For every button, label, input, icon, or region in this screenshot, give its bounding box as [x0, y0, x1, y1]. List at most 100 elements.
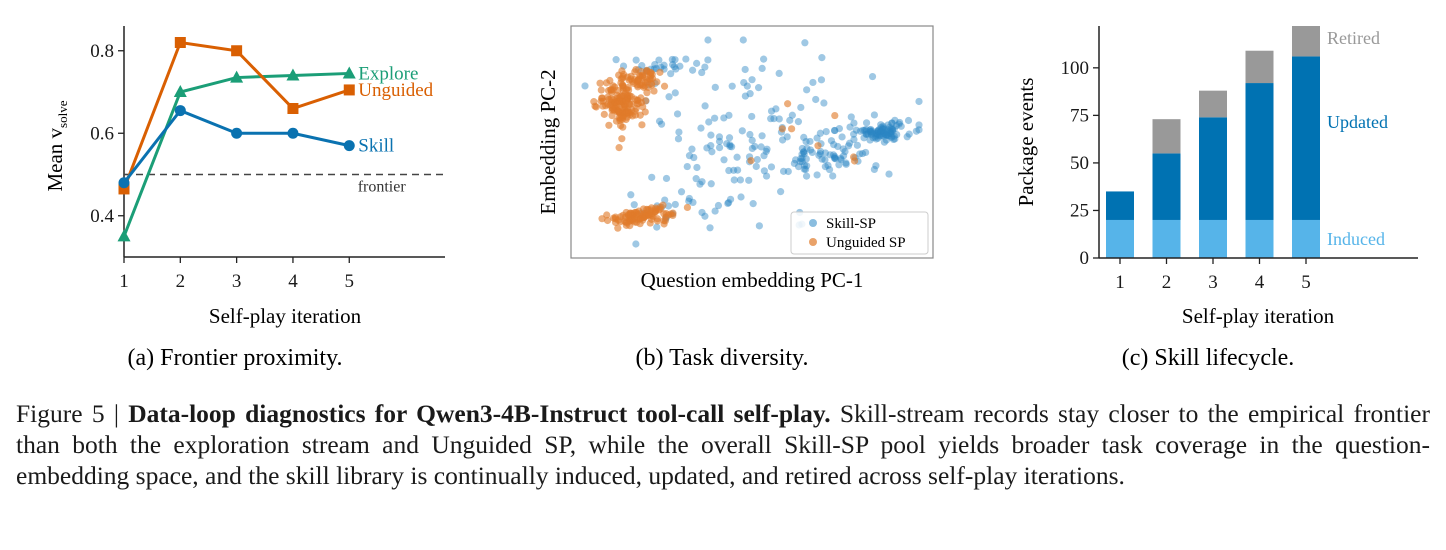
point-skill-sp — [802, 155, 810, 163]
point-skill-sp — [775, 69, 783, 78]
point-skill-sp — [689, 198, 697, 207]
point-unguided-sp — [650, 87, 658, 95]
point-skill-sp — [800, 150, 808, 158]
point-skill-sp — [767, 107, 776, 115]
marker-skill — [343, 140, 355, 152]
point-skill-sp — [671, 89, 679, 97]
point-skill-sp — [693, 59, 701, 67]
point-skill-sp — [698, 68, 706, 77]
point-skill-sp — [762, 172, 771, 180]
caption-label: Figure 5 | — [16, 399, 129, 428]
bar-segment-retired — [1292, 26, 1320, 57]
point-skill-sp — [734, 166, 742, 174]
point-skill-sp — [746, 130, 754, 139]
point-skill-sp — [803, 162, 811, 170]
x-axis-label: Self-play iteration — [1182, 304, 1335, 328]
x-tick-label: 5 — [1301, 272, 1311, 293]
point-skill-sp — [754, 84, 763, 92]
panel-c-stacked-bar: Package events Self-play iteration (c) S… — [1014, 26, 1418, 371]
point-skill-sp — [830, 126, 839, 135]
y-axis-label-main: Mean v — [43, 127, 67, 191]
point-skill-sp — [869, 129, 877, 137]
point-skill-sp — [884, 126, 892, 134]
subcaption-c: (c) Skill lifecycle. — [1122, 345, 1295, 371]
point-skill-sp — [915, 126, 923, 134]
point-skill-sp — [638, 62, 646, 70]
plot-frame — [570, 25, 934, 259]
point-unguided-sp — [617, 213, 625, 221]
point-skill-sp — [822, 127, 830, 136]
point-skill-sp — [715, 143, 724, 152]
legend-label-unguided-sp: Unguided SP — [826, 235, 906, 251]
point-unguided-sp — [602, 102, 610, 110]
point-unguided-sp — [645, 211, 653, 219]
point-skill-sp — [760, 152, 768, 160]
x-tick-label: 3 — [232, 271, 242, 292]
point-skill-sp — [802, 172, 811, 180]
point-skill-sp — [877, 127, 885, 136]
point-skill-sp — [862, 119, 871, 127]
legend-label-skill-sp: Skill-SP — [826, 216, 876, 232]
point-skill-sp — [896, 118, 904, 127]
marker-skill — [118, 177, 130, 189]
point-skill-sp — [660, 61, 668, 69]
point-skill-sp — [728, 143, 736, 151]
point-skill-sp — [813, 134, 821, 142]
y-tick-label: 50 — [1070, 153, 1089, 174]
point-skill-sp — [841, 147, 849, 156]
x-axis-label: Question embedding PC-1 — [641, 268, 864, 292]
point-unguided-sp — [624, 83, 632, 92]
point-skill-sp — [885, 123, 894, 131]
point-skill-sp — [720, 114, 728, 122]
point-skill-sp — [890, 125, 898, 133]
point-skill-sp — [755, 222, 763, 230]
point-skill-sp — [867, 130, 876, 138]
point-skill-sp — [708, 148, 716, 156]
point-unguided-sp — [784, 100, 792, 108]
point-unguided-sp — [623, 92, 631, 100]
point-skill-sp — [888, 119, 896, 127]
point-skill-sp — [748, 144, 756, 153]
y-axis-label: Mean vsolve — [43, 100, 70, 191]
point-unguided-sp — [655, 206, 663, 214]
point-skill-sp — [701, 102, 709, 110]
point-unguided-sp — [618, 67, 626, 75]
point-skill-sp — [891, 135, 899, 143]
point-skill-sp — [895, 120, 903, 128]
point-skill-sp — [888, 132, 896, 140]
point-unguided-sp — [600, 110, 608, 118]
marker-explore — [342, 66, 356, 79]
point-skill-sp — [837, 154, 845, 162]
y-tick-label: 0.8 — [90, 41, 114, 62]
point-skill-sp — [869, 134, 877, 142]
marker-unguided — [118, 183, 130, 195]
point-unguided-sp — [660, 82, 669, 90]
point-skill-sp — [866, 126, 874, 134]
point-skill-sp — [815, 151, 823, 159]
point-skill-sp — [791, 156, 800, 164]
point-skill-sp — [730, 166, 738, 174]
point-skill-sp — [858, 149, 867, 158]
bar-segment-induced — [1199, 219, 1227, 258]
point-unguided-sp — [646, 219, 654, 227]
point-skill-sp — [800, 161, 809, 169]
point-skill-sp — [905, 130, 913, 138]
point-skill-sp — [890, 132, 898, 140]
point-skill-sp — [887, 125, 895, 133]
point-skill-sp — [829, 151, 838, 159]
point-skill-sp — [839, 152, 848, 160]
point-skill-sp — [847, 113, 855, 121]
point-skill-sp — [816, 147, 825, 156]
point-skill-sp — [824, 161, 832, 170]
bar-segment-retired — [1199, 90, 1227, 118]
point-skill-sp — [760, 55, 768, 63]
point-skill-sp — [748, 112, 756, 121]
point-skill-sp — [693, 163, 701, 172]
point-skill-sp — [838, 133, 846, 141]
point-skill-sp — [879, 130, 887, 138]
series-label-retired: Retired — [1327, 28, 1380, 48]
bar-segment-induced — [1245, 219, 1274, 258]
point-skill-sp — [830, 141, 838, 149]
point-skill-sp — [846, 123, 854, 131]
point-skill-sp — [653, 223, 661, 231]
